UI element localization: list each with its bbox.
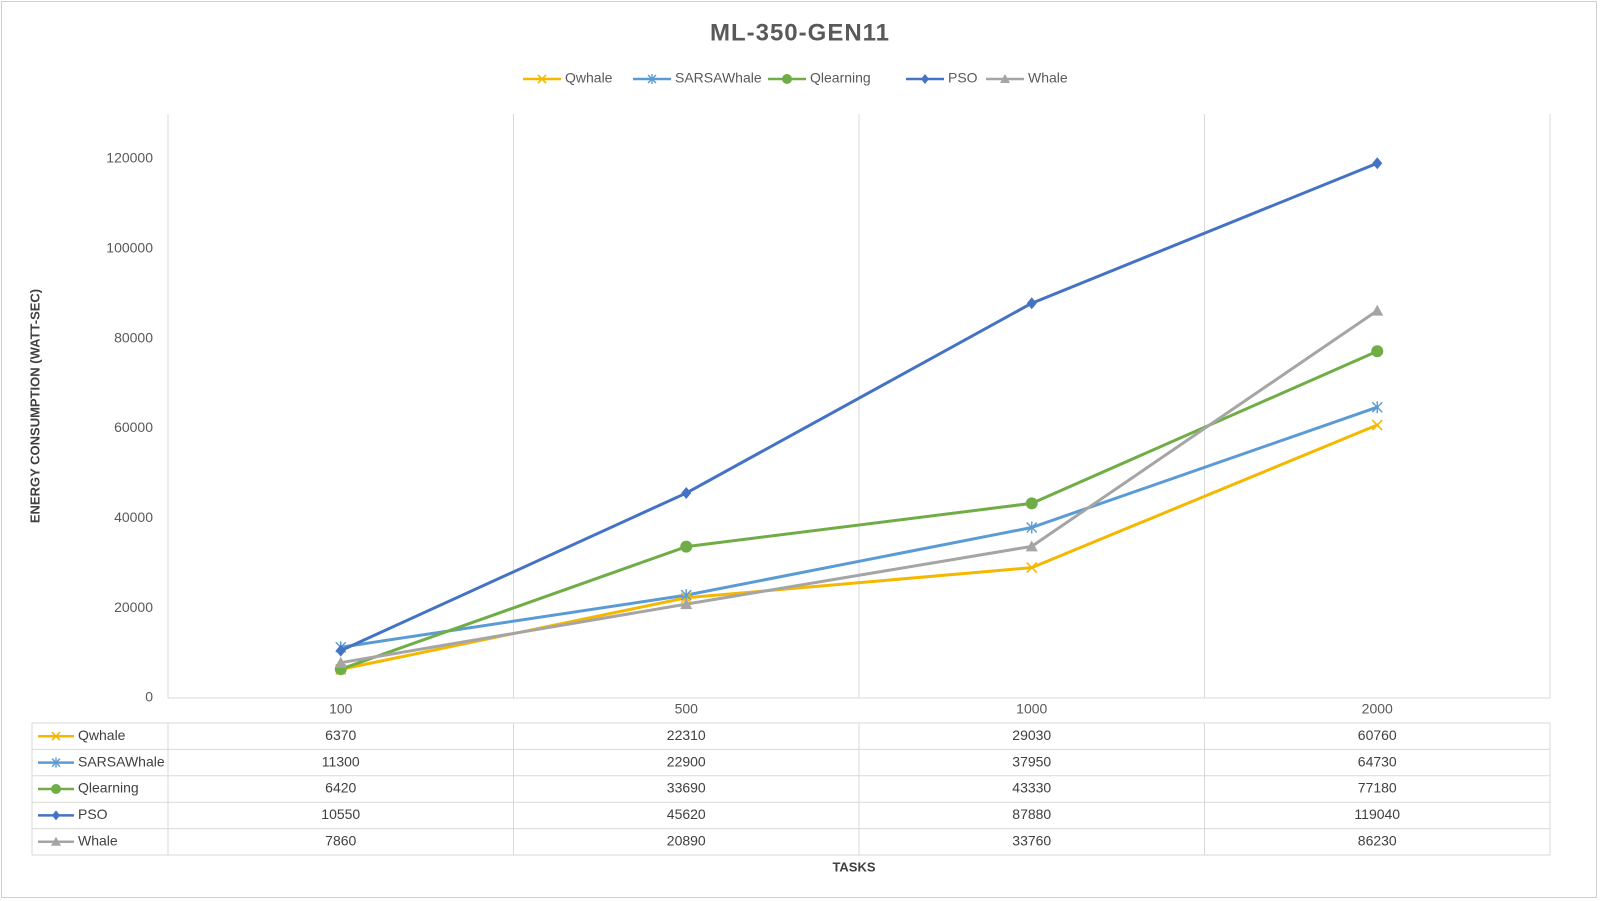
- data-point-pso: [335, 644, 346, 657]
- x-tick-label: 500: [675, 701, 699, 717]
- x-tick-label: 2000: [1362, 701, 1393, 717]
- legend-label: Whale: [1028, 70, 1068, 86]
- table-cell-value: 43330: [1012, 780, 1051, 796]
- data-point-whale: [680, 598, 693, 610]
- series-line-pso: [339, 161, 1379, 653]
- legend-label: PSO: [948, 70, 978, 86]
- table-series-label: Whale: [78, 833, 118, 849]
- table-cell-value: 119040: [1354, 806, 1400, 822]
- y-tick-label: 0: [145, 689, 153, 705]
- table-cell-value: 6370: [325, 727, 356, 743]
- data-point-whale: [334, 656, 347, 668]
- table-series-label: Qwhale: [78, 727, 126, 743]
- table-cell-value: 7860: [325, 833, 356, 849]
- x-tick-label: 100: [329, 701, 353, 717]
- table-cell-value: 10550: [321, 806, 360, 822]
- data-point-whale: [1371, 304, 1384, 316]
- table-cell-value: 33760: [1012, 833, 1051, 849]
- data-point-qwhale: [1371, 419, 1383, 431]
- table-cell-value: 60760: [1358, 727, 1397, 743]
- table-legend-marker: [51, 731, 61, 741]
- table-cell-value: 33690: [667, 780, 706, 796]
- legend-item-pso: PSO: [906, 70, 978, 86]
- y-axis-title: ENERGY CONSUMPTION (WATT-SEC): [27, 289, 42, 523]
- legend-marker: [537, 74, 547, 84]
- y-tick-label: 80000: [114, 329, 153, 345]
- table-series-label: Qlearning: [78, 780, 139, 796]
- data-point-qwhale: [1026, 562, 1038, 574]
- legend-marker: [921, 74, 929, 84]
- y-tick-label: 120000: [106, 150, 153, 166]
- table-cell-value: 45620: [667, 806, 706, 822]
- x-tick-label: 1000: [1016, 701, 1047, 717]
- table-cell-value: 22310: [667, 727, 706, 743]
- table-cell-value: 64730: [1358, 753, 1397, 769]
- table-legend-marker: [52, 810, 60, 821]
- table-legend-marker: [51, 784, 61, 794]
- series-line-sarsawhale: [339, 405, 1379, 649]
- data-point-whale: [1025, 540, 1038, 552]
- data-point-pso: [681, 487, 692, 500]
- table-legend-marker: [51, 757, 61, 768]
- table-cell-value: 20890: [667, 833, 706, 849]
- data-point-qlearning: [1025, 497, 1038, 510]
- legend-item-whale: Whale: [986, 70, 1068, 86]
- table-cell-value: 77180: [1358, 780, 1397, 796]
- table-series-label: PSO: [78, 806, 108, 822]
- data-point-qlearning: [1371, 345, 1384, 358]
- legend-marker: [1000, 74, 1010, 83]
- y-tick-label: 60000: [114, 419, 153, 435]
- data-point-sarsawhale: [1026, 521, 1038, 534]
- table-cell-value: 22900: [667, 753, 706, 769]
- data-point-sarsawhale: [1371, 401, 1383, 414]
- table-cell-value: 86230: [1358, 833, 1397, 849]
- table-cell-value: 37950: [1012, 753, 1051, 769]
- data-point-qlearning: [680, 540, 693, 553]
- table-cell-value: 6420: [325, 780, 356, 796]
- legend-label: Qlearning: [810, 70, 871, 86]
- table-cell-value: 29030: [1012, 727, 1051, 743]
- legend-marker: [647, 74, 657, 84]
- table-series-label: SARSAWhale: [78, 753, 165, 769]
- y-tick-label: 40000: [114, 509, 153, 525]
- chart-title: ML-350-GEN11: [710, 19, 890, 46]
- legend-label: Qwhale: [565, 70, 613, 86]
- legend-item-qlearning: Qlearning: [768, 70, 871, 86]
- legend-marker: [782, 74, 792, 84]
- data-point-pso: [1372, 157, 1383, 170]
- legend-item-sarsawhale: SARSAWhale: [633, 70, 762, 86]
- legend-item-qwhale: Qwhale: [523, 70, 613, 86]
- y-tick-label: 20000: [114, 599, 153, 615]
- series-line-whale: [339, 309, 1379, 665]
- legend-label: SARSAWhale: [675, 70, 762, 86]
- table-legend-marker: [51, 836, 61, 846]
- y-tick-label: 100000: [106, 239, 153, 255]
- data-point-pso: [1026, 297, 1037, 310]
- x-axis-title: TASKS: [832, 859, 875, 874]
- table-cell-value: 87880: [1012, 806, 1051, 822]
- table-cell-value: 11300: [322, 753, 360, 769]
